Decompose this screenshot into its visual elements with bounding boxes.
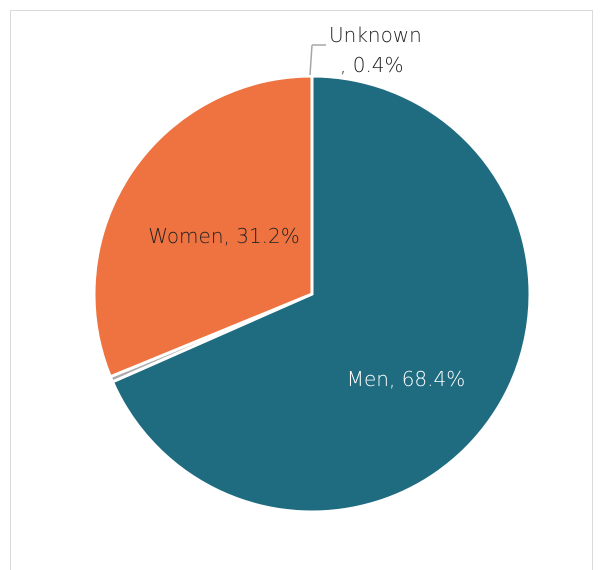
slice-label-men: Men, 68.4%	[347, 367, 466, 391]
slice-label-unknown-value: , 0.4%	[340, 53, 404, 77]
pie-slice-women	[92, 74, 314, 379]
slice-label-unknown-name: Unknown	[329, 23, 422, 47]
pie-slice-men	[110, 74, 532, 514]
unknown-leader-line	[309, 44, 313, 76]
slice-label-women: Women, 31.2%	[148, 224, 300, 248]
pie-slices	[92, 74, 532, 514]
